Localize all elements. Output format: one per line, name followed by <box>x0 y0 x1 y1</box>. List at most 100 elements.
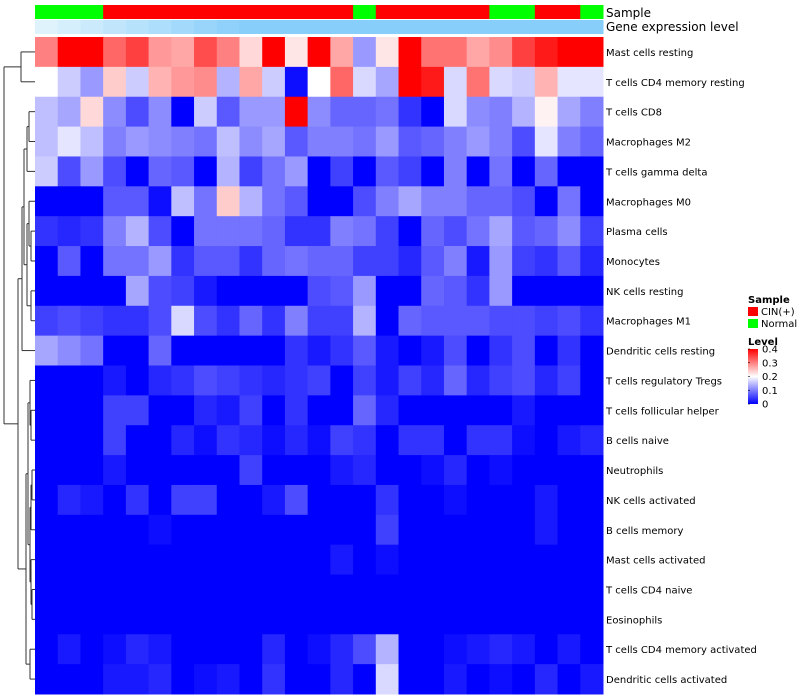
heatmap-cell <box>421 246 445 277</box>
heatmap-cell <box>353 604 377 635</box>
heatmap-cell <box>148 484 172 516</box>
heatmap-cell <box>194 246 218 277</box>
heatmap-cell <box>512 126 536 157</box>
heatmap-cell <box>330 604 354 635</box>
expression-annotation-cell <box>534 20 559 34</box>
heatmap-cell <box>125 544 150 576</box>
heatmap-cell <box>35 275 59 307</box>
heatmap-cell <box>103 216 127 247</box>
legend-level-title: Level <box>748 337 778 348</box>
heatmap-cell <box>443 634 468 665</box>
heatmap-cell <box>307 335 331 366</box>
heatmap-cell <box>580 634 604 665</box>
heatmap-cell <box>353 305 377 337</box>
heatmap-cell <box>171 335 195 366</box>
heatmap-cell <box>375 246 400 277</box>
heatmap-cell <box>35 634 59 665</box>
heatmap-cell <box>307 275 331 307</box>
heatmap-cell <box>557 305 581 337</box>
heatmap-cell <box>35 544 59 576</box>
sample-annotation-cell <box>35 5 59 19</box>
expression-annotation-cell <box>262 20 286 34</box>
expression-annotation-cell <box>512 20 536 34</box>
heatmap-cell <box>125 156 150 187</box>
expression-annotation-cell <box>580 20 604 34</box>
heatmap-cell <box>375 425 400 456</box>
heatmap-cell <box>262 484 286 516</box>
heatmap-cell <box>284 544 309 576</box>
heatmap-cell <box>80 664 104 695</box>
sample-annotation-cell <box>330 5 354 19</box>
heatmap-cell <box>284 156 309 187</box>
heatmap-cell <box>375 37 400 68</box>
heatmap-cell <box>375 455 400 486</box>
legend-swatch-cin <box>748 307 758 316</box>
heatmap-cell <box>489 604 513 635</box>
heatmap-cell <box>148 305 172 337</box>
heatmap-cell <box>534 186 559 217</box>
heatmap-cell <box>398 305 422 337</box>
heatmap-cell <box>35 37 59 68</box>
heatmap-cell <box>80 96 104 128</box>
heatmap-cell <box>125 37 150 68</box>
heatmap-cell <box>80 544 104 576</box>
legend-swatch-normal <box>748 319 758 328</box>
sample-annotation-cell <box>580 5 604 19</box>
heatmap-cell <box>307 425 331 456</box>
heatmap-cell <box>443 126 468 157</box>
heatmap-cell <box>443 455 468 486</box>
heatmap-cell <box>35 484 59 516</box>
legend-sample-title: Sample <box>748 295 790 306</box>
heatmap-cell <box>307 395 331 426</box>
heatmap-cell <box>194 604 218 635</box>
heatmap-cell <box>421 395 445 426</box>
heatmap-cell <box>330 574 354 605</box>
heatmap-cell <box>80 484 104 516</box>
sample-annotation-cell <box>216 5 240 19</box>
heatmap-cell <box>194 425 218 456</box>
heatmap-cell <box>398 664 422 695</box>
legend-tick-label: 0.4 <box>762 345 778 356</box>
heatmap-cell <box>148 96 172 128</box>
heatmap-cell <box>148 365 172 396</box>
heatmap-cell <box>353 37 377 68</box>
sample-annotation-cell <box>375 5 400 19</box>
heatmap-cell <box>80 365 104 396</box>
heatmap-cell <box>216 335 240 366</box>
row-label: T cells CD4 memory resting <box>605 78 745 89</box>
heatmap-cell <box>557 246 581 277</box>
heatmap-cell <box>375 156 400 187</box>
heatmap-cell <box>216 246 240 277</box>
heatmap-cell <box>580 365 604 396</box>
heatmap-cell <box>57 395 81 426</box>
heatmap-cell <box>375 216 400 247</box>
heatmap-cell <box>148 574 172 605</box>
annotation-label-expression: Gene expression level <box>606 20 739 34</box>
heatmap-cell <box>512 216 536 247</box>
heatmap-cell <box>512 305 536 337</box>
heatmap-cell <box>194 96 218 128</box>
heatmap-cell <box>239 96 263 128</box>
heatmap-cell <box>489 634 513 665</box>
heatmap-cell <box>80 425 104 456</box>
heatmap-cell <box>466 574 490 605</box>
heatmap-cell <box>125 664 150 695</box>
heatmap-cell <box>489 664 513 695</box>
heatmap-cell <box>194 634 218 665</box>
heatmap-cell <box>398 484 422 516</box>
heatmap-cell <box>443 544 468 576</box>
heatmap-cell <box>239 156 263 187</box>
heatmap-cell <box>534 365 559 396</box>
heatmap-cell <box>125 484 150 516</box>
heatmap-cell <box>421 156 445 187</box>
sample-annotation-cell <box>57 5 81 19</box>
expression-annotation-cell <box>375 20 400 34</box>
sample-annotation-cell <box>171 5 195 19</box>
heatmap-cell <box>148 514 172 546</box>
heatmap-cell <box>398 275 422 307</box>
heatmap-cell <box>171 365 195 396</box>
heatmap-cell <box>148 664 172 695</box>
row-label: B cells naive <box>606 436 669 447</box>
heatmap-cell <box>421 275 445 307</box>
heatmap-cell <box>557 574 581 605</box>
